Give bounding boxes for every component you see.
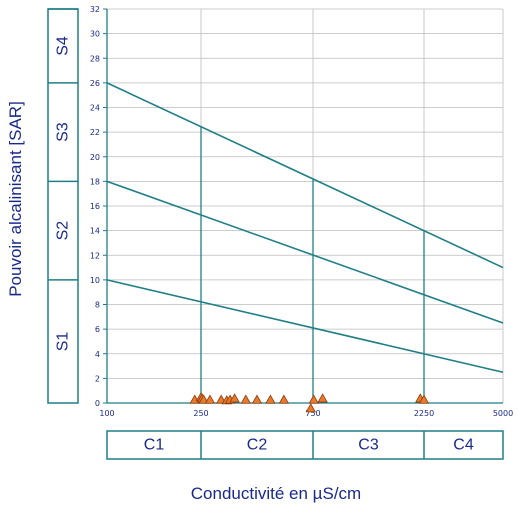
salinity-class-frame (106, 430, 504, 460)
y-axis-label: Pouvoir alcalinisant [SAR] (6, 101, 25, 297)
data-point (229, 393, 240, 403)
y-tick-label: 22 (90, 128, 100, 137)
y-tick-label: 2 (95, 374, 100, 383)
x-axis-label: Conductivité en µS/cm (191, 484, 361, 503)
y-tick-label: 16 (90, 202, 100, 211)
data-point (317, 393, 328, 403)
sodium-class-label: S1 (55, 332, 72, 352)
grid (106, 8, 504, 404)
sar-boundary-line (106, 279, 504, 373)
y-tick-label: 10 (90, 276, 100, 285)
salinity-class-label: C4 (453, 437, 474, 454)
data-point (278, 394, 290, 404)
x-tick-label: 250 (193, 409, 208, 418)
salinity-class-label: C2 (247, 437, 268, 454)
data-points (189, 391, 430, 413)
y-tick-label: 6 (95, 325, 100, 334)
sodium-class-label: S3 (55, 122, 72, 142)
y-tick-label: 0 (95, 399, 100, 408)
x-tick-label: 100 (99, 409, 114, 418)
data-point (265, 394, 276, 404)
region-lines (106, 82, 504, 373)
sodium-class-label: S2 (55, 221, 72, 241)
y-tick-label: 14 (90, 227, 100, 236)
sodium-class-label: S4 (55, 36, 72, 56)
data-point (198, 394, 209, 404)
y-tick-label: 4 (95, 350, 100, 359)
x-tick-label: 2250 (414, 409, 434, 418)
sodium-class-boxes: S1 S2 S3 S4 (47, 8, 79, 404)
salinity-class-label: C3 (358, 437, 379, 454)
data-point (240, 394, 251, 404)
salinity-class-label: C1 (144, 437, 165, 454)
data-point (418, 394, 430, 404)
y-tick-label: 24 (90, 104, 100, 113)
salinity-class-boxes: C1 C2 C3 C4 (106, 430, 504, 460)
y-tick-label: 28 (90, 54, 100, 63)
data-point (204, 394, 216, 404)
sar-boundary-line (106, 180, 504, 324)
x-tick-label: 750 (305, 409, 320, 418)
y-tick-label: 30 (90, 30, 100, 39)
class-boundary-lines (200, 126, 425, 403)
sar-boundary-line (106, 82, 504, 269)
y-tick-label: 26 (90, 79, 100, 88)
data-point (251, 394, 263, 404)
x-tick-label: 5000 (493, 409, 513, 418)
y-tick-label: 18 (90, 177, 100, 186)
data-point (308, 394, 319, 404)
axes (103, 8, 503, 404)
y-tick-label: 32 (90, 5, 100, 14)
y-tick-label: 8 (95, 301, 100, 310)
data-point (305, 403, 316, 413)
y-tick-label: 12 (90, 251, 100, 260)
y-tick-label: 20 (90, 153, 100, 162)
